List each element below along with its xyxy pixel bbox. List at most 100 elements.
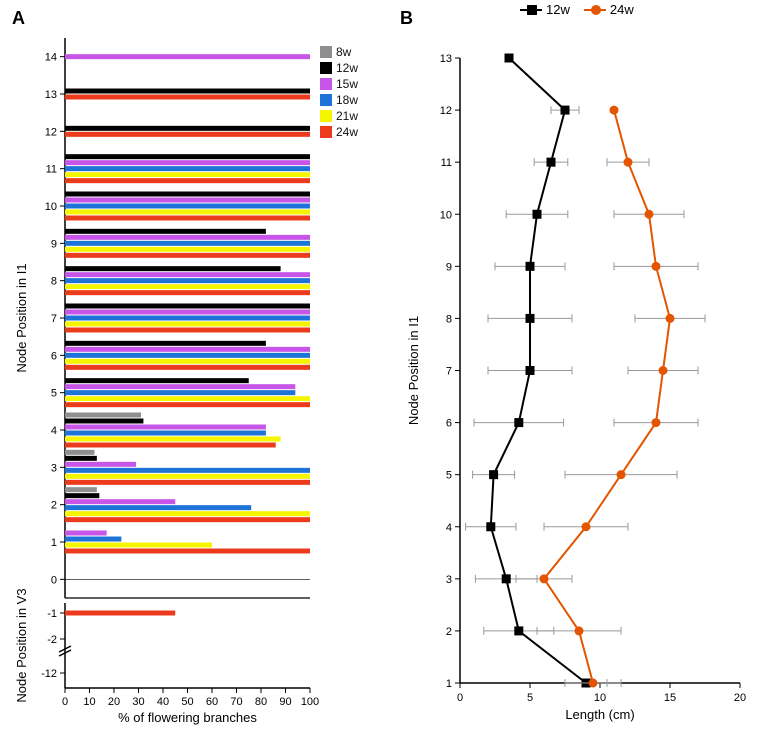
svg-text:4: 4 (51, 425, 57, 437)
bar-node6-18w (65, 353, 310, 358)
legend-b-item-12w: 12w (520, 2, 570, 17)
bar-node3-15w (65, 462, 136, 467)
panel-b-label: B (400, 8, 413, 29)
bar-node10-12w (65, 192, 310, 197)
svg-text:100: 100 (301, 696, 319, 708)
bar-node4-24w (65, 443, 276, 448)
svg-text:20: 20 (734, 692, 746, 704)
marker-24w-4 (582, 523, 590, 531)
svg-text:9: 9 (446, 261, 452, 273)
marker-24w-9 (652, 262, 660, 270)
svg-text:-1: -1 (47, 608, 57, 620)
bar-node5-18w (65, 390, 295, 395)
svg-text:2: 2 (51, 500, 57, 512)
bar-node2-12w (65, 493, 99, 498)
marker-24w-10 (645, 210, 653, 218)
svg-text:14: 14 (45, 52, 57, 64)
svg-text:8: 8 (446, 313, 452, 325)
bar-node11-24w (65, 178, 310, 183)
bar-node4-18w (65, 431, 266, 436)
marker-24w-12 (610, 106, 618, 114)
bar-node4-15w (65, 425, 266, 430)
bar-node6-12w (65, 341, 266, 346)
bar-node9-15w (65, 235, 310, 240)
bar-node7-15w (65, 310, 310, 315)
bar-node9-18w (65, 241, 310, 246)
marker-24w-11 (624, 158, 632, 166)
svg-text:20: 20 (108, 696, 120, 708)
svg-text:3: 3 (446, 574, 452, 586)
marker-12w-2 (515, 627, 523, 635)
panel-a-xlabel: % of flowering branches (118, 710, 257, 725)
svg-text:13: 13 (45, 89, 57, 101)
bar-node3-8w (65, 450, 94, 455)
bar-node8-18w (65, 278, 310, 283)
marker-12w-8 (526, 314, 534, 322)
panel-a-ylabel-lower: Node Position in V3 (14, 588, 29, 702)
svg-text:-12: -12 (41, 668, 57, 680)
bar-node1-18w (65, 537, 121, 542)
marker-12w-3 (502, 575, 510, 583)
panel-b-chart: 05101520Length (cm)12345678910111213Node… (400, 28, 755, 728)
bar-node5-15w (65, 384, 295, 389)
bar-node3-24w (65, 480, 310, 485)
svg-text:50: 50 (181, 696, 193, 708)
bar-node8-21w (65, 284, 310, 289)
bar-node9-24w (65, 253, 310, 258)
svg-text:1: 1 (446, 678, 452, 690)
marker-24w-6 (652, 419, 660, 427)
bar-node12-12w (65, 126, 310, 131)
bar-node13-24w (65, 95, 310, 100)
svg-text:12: 12 (440, 105, 452, 117)
svg-text:10: 10 (83, 696, 95, 708)
bar-node4-21w (65, 437, 281, 442)
svg-text:80: 80 (255, 696, 267, 708)
svg-text:40: 40 (157, 696, 169, 708)
bar-node11-12w (65, 154, 310, 159)
bar-node12-24w (65, 132, 310, 137)
panel-a-ylabel-upper: Node Position in I1 (14, 263, 29, 372)
bar-node1-24w (65, 549, 310, 554)
bar-node8-12w (65, 266, 281, 271)
bar-node4-12w (65, 419, 143, 424)
svg-text:10: 10 (45, 201, 57, 213)
bar-node11-21w (65, 172, 310, 177)
bar-node11-18w (65, 166, 310, 171)
svg-text:4: 4 (446, 522, 452, 534)
marker-12w-5 (490, 471, 498, 479)
bar-node2-21w (65, 511, 310, 516)
marker-12w-9 (526, 262, 534, 270)
svg-text:0: 0 (457, 692, 463, 704)
svg-text:2: 2 (446, 626, 452, 638)
bar-node2-8w (65, 487, 97, 492)
panel-a-chart: 0102030405060708090100% of flowering bra… (10, 28, 390, 728)
bar-node7-18w (65, 316, 310, 321)
svg-text:5: 5 (446, 470, 452, 482)
bar-node3-18w (65, 468, 310, 473)
svg-text:10: 10 (594, 692, 606, 704)
bar-node10-21w (65, 210, 310, 215)
svg-text:7: 7 (446, 366, 452, 378)
svg-text:11: 11 (46, 164, 57, 176)
panel-b-ylabel: Node Position in I1 (406, 316, 421, 425)
line-24w (544, 110, 670, 683)
bar-node8-24w (65, 290, 310, 295)
bar-node6-15w (65, 347, 310, 352)
svg-text:5: 5 (51, 388, 57, 400)
bar-node6-21w (65, 359, 310, 364)
bar-node10-24w (65, 216, 310, 221)
svg-text:60: 60 (206, 696, 218, 708)
bar-node7-24w (65, 328, 310, 333)
svg-text:15: 15 (664, 692, 676, 704)
svg-text:0: 0 (62, 696, 68, 708)
svg-text:90: 90 (279, 696, 291, 708)
bar-node9-21w (65, 247, 310, 252)
bar-node1-21w (65, 543, 212, 548)
bar-node9-12w (65, 229, 266, 234)
marker-12w-7 (526, 367, 534, 375)
svg-text:5: 5 (527, 692, 533, 704)
svg-text:-2: -2 (47, 634, 57, 646)
marker-24w-5 (617, 471, 625, 479)
bar-node2-15w (65, 499, 175, 504)
bar-node13-12w (65, 89, 310, 94)
